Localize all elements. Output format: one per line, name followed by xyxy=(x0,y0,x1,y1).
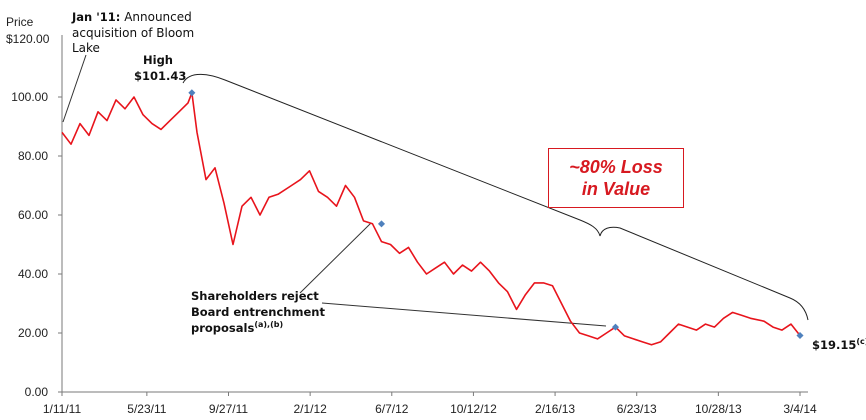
loss-callout-box: ~80% Loss in Value xyxy=(548,148,684,208)
end-value-label: $19.15(c) xyxy=(812,337,866,352)
y-tick-label: 80.00 xyxy=(18,149,48,163)
chart-axes xyxy=(61,35,808,393)
shareholders-annotation-line1: Shareholders reject xyxy=(191,289,319,303)
x-tick-label: 1/11/11 xyxy=(43,402,82,416)
jan11-annotation-bold: Jan '11: xyxy=(71,10,120,24)
high-label: High xyxy=(143,53,173,67)
highlight-marker xyxy=(188,89,196,97)
x-tick-label: 6/23/13 xyxy=(617,402,657,416)
end-value-superscript: (c) xyxy=(856,337,866,346)
y-axis-label-price: Price xyxy=(6,15,34,29)
jan11-annotation-line3: Lake xyxy=(72,41,100,55)
loss-brace xyxy=(182,73,809,321)
x-tick-label: 3/4/14 xyxy=(783,402,817,416)
jan11-annotation-text1: Announced xyxy=(124,10,192,24)
x-tick-label: 5/23/11 xyxy=(127,402,166,416)
shareholders-annotation-line3: proposals(a),(b) xyxy=(191,320,283,335)
highlight-marker xyxy=(377,220,386,228)
y-tick-label: 100.00 xyxy=(11,90,48,104)
y-tick-label: 60.00 xyxy=(18,208,48,222)
shareholders-annotation-line2: Board entrenchment xyxy=(191,305,325,319)
high-value: $101.43 xyxy=(134,69,186,83)
x-tick-labels: 1/11/11 5/23/11 9/27/11 2/1/12 6/7/12 10/12/1… xyxy=(43,392,817,416)
x-tick-label: 2/16/13 xyxy=(535,402,575,416)
shareholders-annotation-superscript: (a),(b) xyxy=(254,320,283,329)
x-tick-label: 10/12/12 xyxy=(450,402,497,416)
jan11-annotation: Jan '11: Announced xyxy=(71,10,192,24)
highlight-marker xyxy=(796,331,804,340)
loss-callout-line2: in Value xyxy=(581,179,651,199)
highlight-marker xyxy=(611,323,620,331)
x-tick-label: 6/7/12 xyxy=(375,402,409,416)
price-series-line xyxy=(61,92,801,346)
shareholders-annotation-proposals: proposals xyxy=(191,321,254,335)
jan11-annotation-line2: acquisition of Bloom xyxy=(72,26,194,40)
shareholders-pointer-line-1 xyxy=(299,222,372,294)
jan11-pointer-line xyxy=(62,54,87,123)
y-tick-label: 0.00 xyxy=(25,385,49,399)
y-axis-label-top-value: $120.00 xyxy=(6,32,50,46)
loss-callout-line1: ~80% Loss xyxy=(569,157,663,177)
highlight-markers xyxy=(188,89,804,340)
x-tick-label: 9/27/11 xyxy=(209,402,248,416)
y-tick-label: 20.00 xyxy=(18,326,48,340)
shareholders-pointer-line-2 xyxy=(321,302,607,327)
end-value: $19.15 xyxy=(812,338,856,352)
x-tick-label: 2/1/12 xyxy=(293,402,327,416)
y-tick-label: 40.00 xyxy=(18,267,48,281)
x-tick-label: 10/28/13 xyxy=(695,402,742,416)
y-tick-labels: 100.00 80.00 60.00 40.00 20.00 0.00 xyxy=(11,90,62,399)
